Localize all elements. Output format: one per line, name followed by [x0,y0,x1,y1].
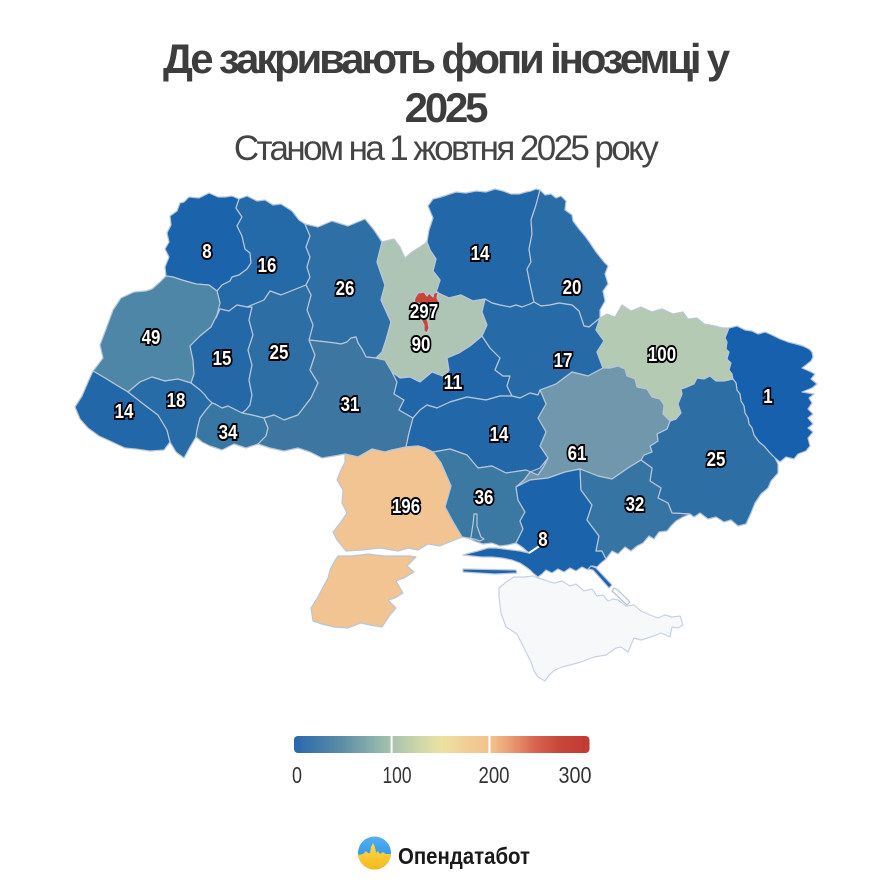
svg-text:15: 15 [213,348,232,370]
svg-text:11: 11 [444,372,463,394]
svg-text:8: 8 [202,241,211,263]
svg-text:25: 25 [270,342,289,364]
svg-text:14: 14 [115,401,135,423]
svg-text:34: 34 [219,422,239,444]
svg-text:17: 17 [554,350,573,372]
svg-text:100: 100 [383,762,412,788]
svg-text:0: 0 [292,762,302,788]
svg-text:90: 90 [412,334,431,356]
svg-text:32: 32 [626,494,645,516]
svg-text:200: 200 [479,762,510,788]
svg-text:14: 14 [471,243,491,265]
svg-text:297: 297 [410,301,438,323]
svg-text:61: 61 [568,443,587,465]
svg-text:300: 300 [559,762,592,788]
svg-text:100: 100 [648,344,676,366]
svg-text:31: 31 [341,394,360,416]
svg-text:196: 196 [392,496,420,518]
svg-text:25: 25 [707,449,726,471]
svg-text:49: 49 [142,327,161,349]
svg-text:1: 1 [763,386,772,408]
svg-text:14: 14 [490,424,510,446]
svg-text:18: 18 [167,390,186,412]
svg-text:16: 16 [258,255,277,277]
svg-text:Опендатабот: Опендатабот [398,843,530,869]
svg-text:26: 26 [336,278,355,300]
svg-text:8: 8 [538,529,547,551]
svg-text:20: 20 [563,277,582,299]
svg-text:36: 36 [475,487,494,509]
